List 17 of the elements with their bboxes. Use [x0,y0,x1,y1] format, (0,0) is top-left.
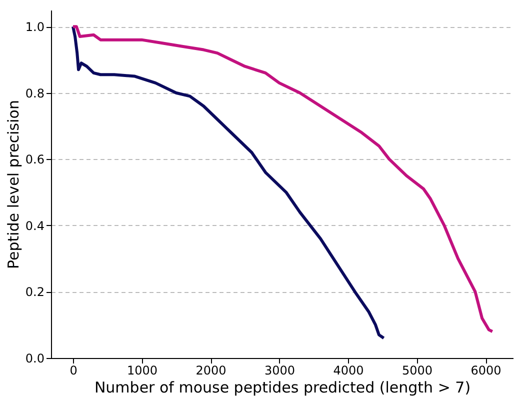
y-tick-label: 0.8 [25,86,44,100]
line-series [72,25,494,333]
x-axis-title: Number of mouse peptides predicted (length > 7) [94,378,471,396]
x-tick-label: 0 [70,364,78,378]
y-tick-label: 0.4 [25,218,44,233]
x-tick-label: 2000 [196,364,226,378]
y-tick-label: 0.6 [25,152,44,167]
x-tick-label: 4000 [333,364,364,378]
x-tick-label: 6000 [470,364,502,378]
y-tick-label: 1.0 [25,20,44,34]
x-tick-label: 5000 [402,364,433,378]
x-tick-label: 1000 [126,364,158,378]
y-axis-title: Peptide level precision [4,100,22,269]
y-tick-label: 0.2 [25,285,44,300]
line-series [72,25,386,340]
y-tick-label: 0.0 [25,352,44,366]
x-tick-label: 3000 [264,364,296,378]
